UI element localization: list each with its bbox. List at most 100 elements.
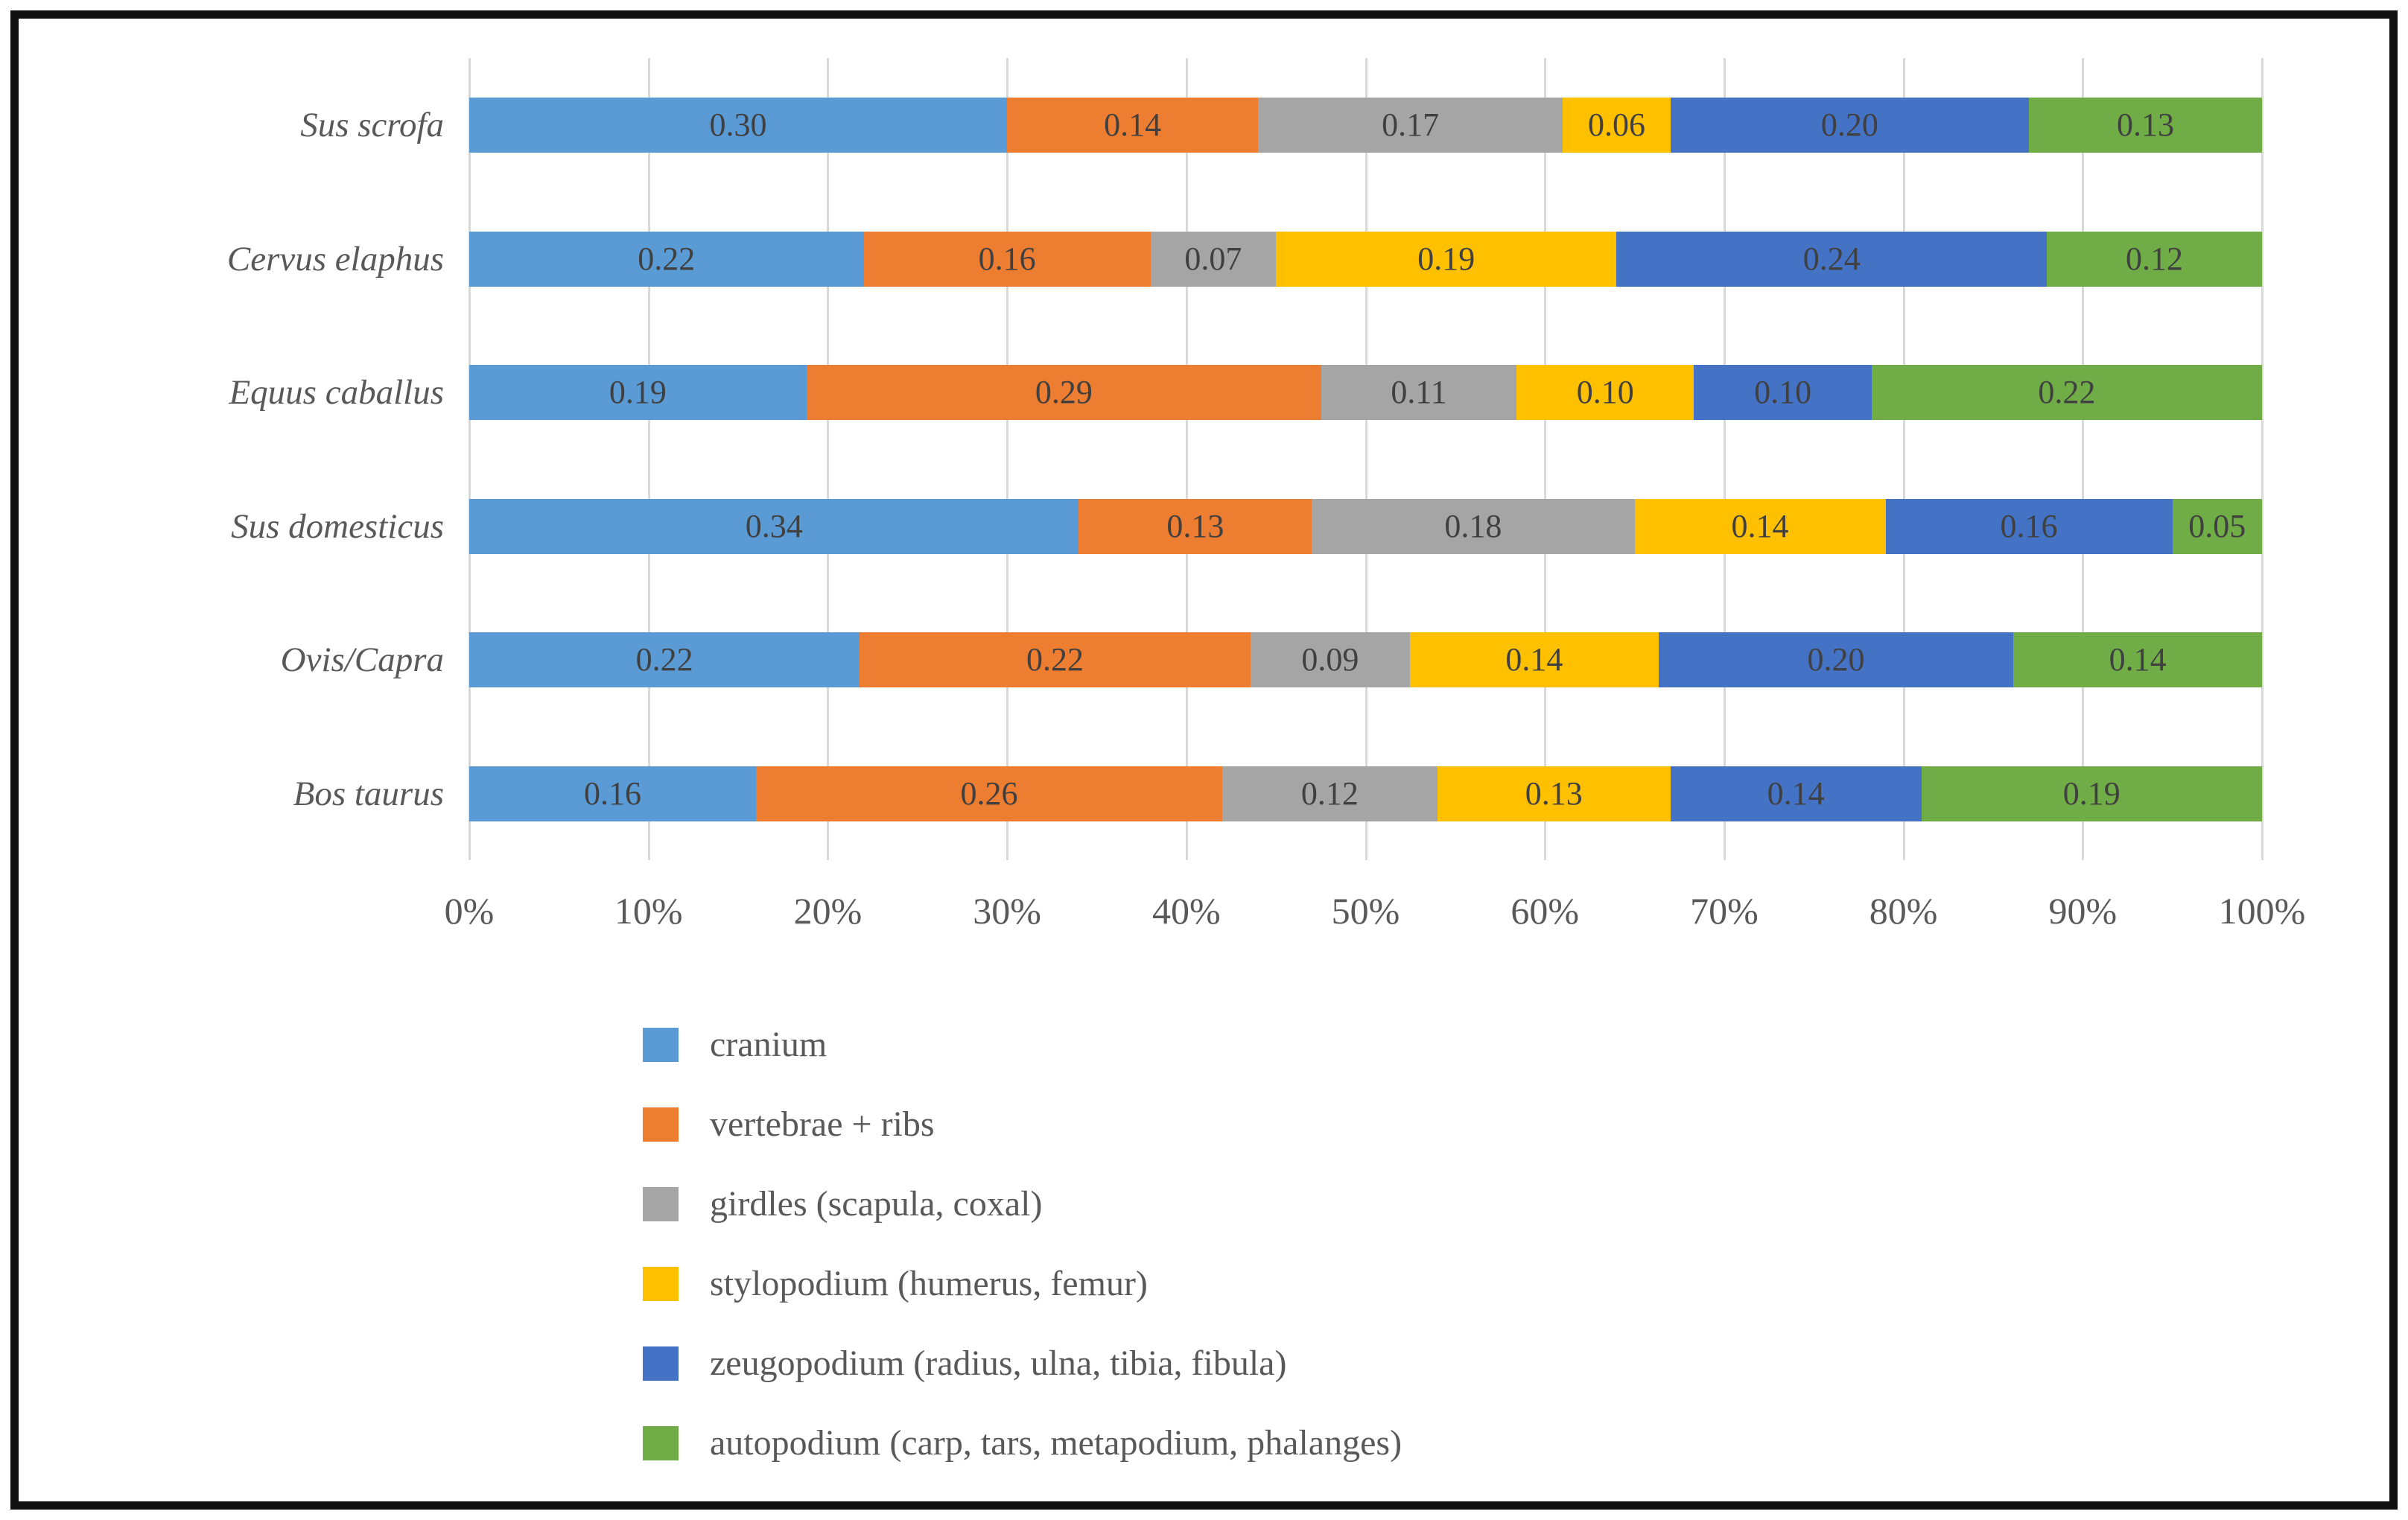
segment-girdles: 0.17 [1258,98,1563,153]
gridline-90 [2082,58,2085,860]
segment-stylopodium: 0.10 [1516,365,1694,420]
x-tick: 10% [614,890,683,932]
data-label: 0.19 [1417,241,1475,277]
gridline-80 [1902,58,1905,860]
x-tick: 0% [444,890,495,932]
segment-zeugopodium: 0.24 [1616,232,2048,287]
segment-stylopodium: 0.14 [1410,632,1659,687]
segment-zeugopodium: 0.14 [1670,766,1922,821]
segment-vertebrae-ribs: 0.13 [1078,499,1312,554]
gridline-60 [1544,58,1547,860]
stacked-bar: 0.19 0.29 0.11 0.10 0.10 0.22 [469,365,2263,420]
segment-stylopodium: 0.06 [1563,98,1671,153]
data-label: 0.19 [609,374,667,410]
legend-swatch-stylopodium [643,1267,679,1301]
data-label: 0.29 [1035,374,1093,410]
segment-zeugopodium: 0.20 [1670,98,2030,153]
legend-item-vertebrae-ribs: vertebrae + ribs [643,1107,935,1142]
segment-autopodium: 0.14 [2013,632,2262,687]
data-label: 0.22 [1026,641,1084,678]
segment-autopodium: 0.13 [2029,98,2262,153]
legend-label: stylopodium (humerus, femur) [710,1264,1148,1303]
bar-row-cervus-elaphus: Cervus elaphus 0.22 0.16 0.07 0.19 0.24 … [0,232,2408,287]
legend-item-autopodium: autopodium (carp, tars, metapodium, phal… [643,1425,1402,1461]
segment-zeugopodium: 0.20 [1658,632,2014,687]
segment-vertebrae-ribs: 0.14 [1007,98,1259,153]
legend-item-girdles: girdles (scapula, coxal) [643,1186,1042,1222]
data-label: 0.14 [2109,641,2167,678]
segment-girdles: 0.07 [1150,232,1277,287]
data-label: 0.09 [1301,641,1359,678]
legend-item-stylopodium: stylopodium (humerus, femur) [643,1266,1148,1302]
x-tick: 40% [1151,890,1221,932]
category-label: Ovis/Capra [280,640,444,679]
data-label: 0.17 [1382,106,1440,143]
data-label: 0.24 [1802,241,1861,277]
x-tick: 50% [1331,890,1400,932]
x-tick: 60% [1510,890,1580,932]
data-label: 0.10 [1754,374,1812,410]
gridline-40 [1185,58,1188,860]
bar-row-sus-scrofa: Sus scrofa 0.30 0.14 0.17 0.06 0.20 0.13 [0,98,2408,153]
bar-row-equus-caballus: Equus caballus 0.19 0.29 0.11 0.10 0.10 … [0,365,2408,420]
x-tick: 100% [2218,890,2306,932]
data-label: 0.19 [2062,775,2120,812]
gridline-30 [1006,58,1009,860]
segment-girdles: 0.18 [1312,499,1635,554]
data-label: 0.18 [1444,508,1502,544]
x-tick: 20% [793,890,863,932]
category-label: Bos taurus [293,775,444,813]
data-label: 0.11 [1391,374,1447,410]
segment-vertebrae-ribs: 0.22 [860,632,1251,687]
data-label: 0.13 [1166,508,1224,544]
legend-swatch-girdles [643,1187,679,1221]
data-label: 0.14 [1505,641,1563,678]
data-label: 0.16 [584,775,642,812]
legend-swatch-vertebrae-ribs [643,1107,679,1142]
segment-cranium: 0.22 [469,632,860,687]
data-label: 0.12 [1300,775,1359,812]
gridline-50 [1365,58,1367,860]
data-label: 0.14 [1767,775,1825,812]
data-label: 0.16 [2000,508,2058,544]
legend-swatch-zeugopodium [643,1346,679,1381]
data-label: 0.13 [2117,106,2174,143]
segment-girdles: 0.11 [1321,365,1517,420]
data-label: 0.06 [1587,106,1645,143]
segment-girdles: 0.09 [1250,632,1411,687]
data-label: 0.34 [745,508,803,544]
legend-label: girdles (scapula, coxal) [710,1184,1043,1224]
legend-label: vertebrae + ribs [710,1104,935,1144]
stacked-bar: 0.22 0.16 0.07 0.19 0.24 0.12 [469,232,2262,287]
segment-vertebrae-ribs: 0.26 [756,766,1222,821]
stacked-bar: 0.30 0.14 0.17 0.06 0.20 0.13 [469,98,2262,153]
segment-zeugopodium: 0.16 [1885,499,2173,554]
gridline-100 [2261,58,2264,860]
stacked-bar: 0.16 0.26 0.12 0.13 0.14 0.19 [469,766,2262,821]
x-axis: 0% 10% 20% 30% 40% 50% 60% 70% 80% 90% 1… [445,890,2306,944]
gridline-70 [1723,58,1726,860]
legend-label: cranium [710,1025,827,1064]
bar-row-sus-domesticus: Sus domesticus 0.34 0.13 0.18 0.14 0.16 … [0,499,2408,554]
x-tick: 70% [1690,890,1759,932]
segment-stylopodium: 0.19 [1276,232,1617,287]
data-label: 0.14 [1731,508,1789,544]
data-label: 0.22 [635,641,693,678]
x-tick: 90% [2048,890,2118,932]
segment-cranium: 0.34 [469,499,1079,554]
data-label: 0.12 [2126,241,2184,277]
segment-stylopodium: 0.14 [1634,499,1886,554]
data-label: 0.22 [638,241,696,277]
segment-cranium: 0.16 [469,766,757,821]
segment-autopodium: 0.22 [1871,365,2263,420]
data-label: 0.16 [978,241,1036,277]
data-label: 0.20 [1820,106,1878,143]
legend-swatch-autopodium [643,1426,679,1460]
stacked-bar: 0.34 0.13 0.18 0.14 0.16 0.05 [469,499,2262,554]
category-label: Sus scrofa [300,106,444,144]
legend-label: autopodium (carp, tars, metapodium, phal… [710,1423,1402,1463]
gridline-20 [827,58,830,860]
category-label: Cervus elaphus [226,240,444,279]
data-label: 0.20 [1807,641,1865,678]
data-label: 0.26 [960,775,1018,812]
